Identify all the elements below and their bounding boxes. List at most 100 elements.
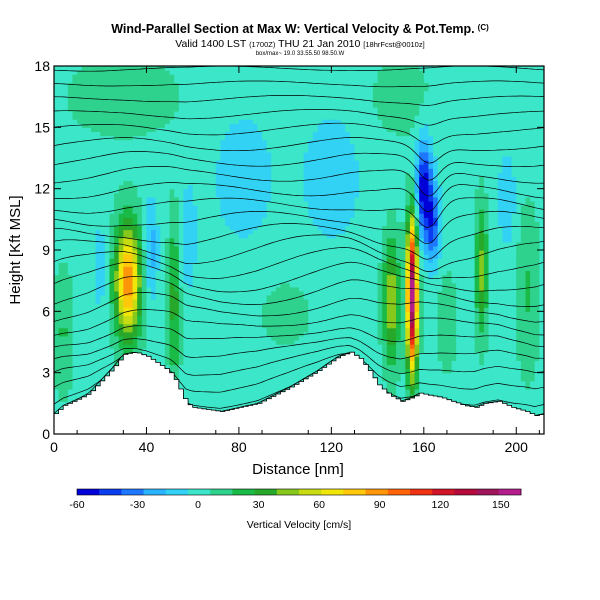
velocity-cell xyxy=(169,98,175,104)
velocity-cell xyxy=(58,352,64,357)
velocity-cell xyxy=(280,331,286,337)
velocity-cell xyxy=(95,168,101,173)
velocity-cell xyxy=(229,86,235,92)
velocity-cell xyxy=(252,368,258,374)
velocity-cell xyxy=(192,74,198,79)
velocity-cell xyxy=(81,307,87,312)
velocity-cell xyxy=(238,143,245,149)
velocity-cell xyxy=(63,397,69,402)
velocity-cell xyxy=(299,127,305,133)
velocity-cell xyxy=(63,176,69,182)
velocity-cell xyxy=(90,110,97,116)
velocity-cell xyxy=(141,278,148,284)
velocity-cell xyxy=(90,262,97,267)
velocity-cell xyxy=(183,176,189,182)
velocity-cell xyxy=(86,319,92,325)
velocity-cell xyxy=(266,344,272,349)
velocity-cell xyxy=(243,78,249,83)
velocity-cell xyxy=(90,139,97,145)
velocity-cell xyxy=(215,106,222,112)
velocity-cell xyxy=(299,110,305,116)
velocity-cell xyxy=(294,229,300,235)
velocity-cell xyxy=(67,380,74,386)
velocity-cell xyxy=(188,254,194,259)
velocity-cell xyxy=(262,192,268,198)
velocity-cell xyxy=(206,233,212,239)
velocity-cell xyxy=(206,299,212,304)
velocity-cell xyxy=(151,74,157,79)
velocity-cell xyxy=(271,70,277,75)
velocity-cell xyxy=(169,74,175,79)
velocity-cell xyxy=(137,233,143,239)
velocity-cell xyxy=(206,217,212,222)
velocity-cell xyxy=(58,360,64,366)
velocity-cell xyxy=(266,372,272,378)
velocity-cell xyxy=(164,233,171,239)
velocity-cell xyxy=(248,364,254,370)
velocity-cell xyxy=(271,90,277,96)
velocity-cell xyxy=(104,147,111,153)
velocity-cell xyxy=(220,278,226,284)
velocity-cell xyxy=(280,380,286,386)
velocity-cell xyxy=(164,147,171,153)
velocity-cell xyxy=(289,262,295,267)
velocity-cell xyxy=(257,270,263,276)
velocity-cell xyxy=(257,205,263,210)
velocity-cell xyxy=(67,168,74,173)
velocity-cell xyxy=(234,307,240,312)
velocity-cell xyxy=(86,160,92,165)
velocity-cell xyxy=(137,241,143,247)
velocity-cell xyxy=(114,94,120,100)
velocity-cell xyxy=(141,168,148,173)
velocity-cell xyxy=(275,102,282,108)
velocity-cell xyxy=(86,290,92,296)
velocity-cell xyxy=(266,131,272,137)
velocity-cell xyxy=(67,176,74,182)
velocity-cell xyxy=(72,205,78,210)
velocity-cell xyxy=(303,70,309,75)
velocity-cell xyxy=(77,131,83,137)
velocity-cell xyxy=(54,90,60,96)
velocity-cell xyxy=(294,245,300,251)
velocity-cell xyxy=(220,200,226,206)
velocity-cell xyxy=(238,192,245,198)
velocity-cell xyxy=(146,303,152,308)
velocity-cell xyxy=(95,180,101,186)
velocity-cell xyxy=(271,245,277,251)
velocity-cell xyxy=(104,258,111,263)
velocity-cell xyxy=(151,151,157,157)
velocity-cell xyxy=(294,290,300,296)
velocity-cell xyxy=(104,372,111,378)
velocity-cell xyxy=(285,250,291,255)
velocity-cell xyxy=(252,131,258,137)
velocity-cell xyxy=(197,110,203,116)
velocity-cell xyxy=(58,282,64,288)
velocity-cell xyxy=(280,147,286,153)
velocity-cell xyxy=(220,221,226,227)
velocity-cell xyxy=(299,131,305,137)
velocity-cell xyxy=(123,205,129,210)
velocity-cell xyxy=(220,254,226,259)
velocity-cell xyxy=(252,123,258,128)
velocity-cell xyxy=(151,94,157,100)
velocity-cell xyxy=(280,70,286,75)
velocity-cell xyxy=(188,217,194,222)
velocity-cell xyxy=(81,250,87,255)
velocity-cell xyxy=(127,94,134,100)
velocity-cell xyxy=(201,225,208,231)
velocity-cell xyxy=(289,380,295,386)
velocity-cell xyxy=(225,221,231,227)
velocity-cell xyxy=(183,90,189,96)
velocity-cell xyxy=(238,307,245,312)
velocity-cell xyxy=(127,286,134,292)
velocity-cell xyxy=(63,335,69,341)
velocity-cell xyxy=(164,290,171,296)
velocity-cell xyxy=(123,217,129,222)
velocity-cell xyxy=(86,286,92,292)
velocity-cell xyxy=(294,250,300,255)
velocity-cell xyxy=(104,180,111,186)
velocity-cell xyxy=(132,119,138,124)
velocity-cell xyxy=(188,389,194,394)
velocity-cell xyxy=(178,123,185,128)
velocity-cell xyxy=(262,290,268,296)
